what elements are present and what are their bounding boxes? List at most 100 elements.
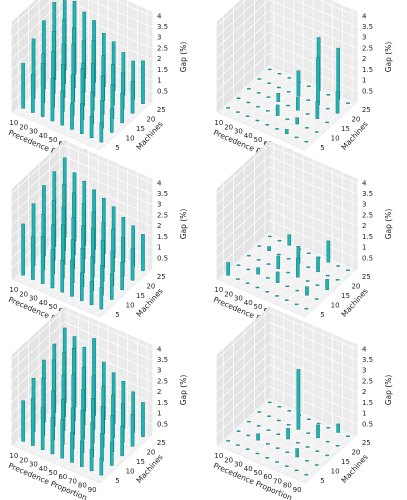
bar [267,415,271,417]
y-tick-label: 5 [115,311,119,319]
x-tick-label: 40 [39,132,48,140]
x-tick-label: 50 [254,136,263,144]
grid-line [63,321,153,361]
grid-line [250,78,304,128]
grid-line [63,310,153,350]
z-axis-label: Gap (%) [384,375,393,406]
bar [99,457,104,476]
y-tick-label: 10 [331,468,340,476]
panel: 1020304050607080905101520250.511.522.533… [212,306,393,500]
bar [50,77,55,122]
bar [325,279,329,291]
bar [277,253,281,256]
bar [316,57,320,106]
y-tick-label: 20 [351,448,360,456]
bar [316,424,320,439]
bar [307,252,311,255]
bar [40,406,45,450]
grid-line [318,0,358,17]
grid-line [250,411,304,461]
grid-line [216,343,270,392]
x-tick-label: 80 [78,482,87,490]
z-tick-label: 3.5 [362,356,373,364]
bar [256,425,261,427]
z-tick-label: 1.5 [157,399,168,407]
bar [294,469,299,472]
y-tick-label: 25 [362,273,371,281]
bar [246,434,251,437]
bar [40,236,45,284]
grid-line [268,42,358,81]
grid-line [299,432,353,482]
bar [257,245,262,247]
bar [70,259,74,297]
grid-line [216,198,270,248]
grid-line [280,424,333,473]
y-tick-label: 15 [341,125,350,133]
z-tick-label: 2 [362,388,366,396]
grid-line [293,0,358,28]
x-tick-label: 40 [244,465,253,473]
bar [267,235,272,238]
x-tick-label: 20 [224,290,233,298]
grid-line [290,428,343,477]
bar [287,410,292,412]
z-tick-label: 4 [157,12,162,20]
z-tick-label: 1 [157,410,161,418]
z-tick-label: 0.5 [157,87,168,95]
bar [335,91,340,114]
grid-line [216,187,270,237]
grid-line [268,219,358,259]
bar [99,287,104,310]
x-tick-label: 20 [224,456,233,464]
bar [236,97,241,99]
bar [255,452,260,455]
bar [236,430,241,432]
x-tick-label: 30 [29,295,38,303]
bar [296,70,301,97]
grid-line [63,219,153,259]
grid-line [231,403,284,452]
y-tick-label: 25 [157,106,166,114]
x-tick-label: 10 [214,119,223,127]
grid-line [241,241,294,290]
grid-line [11,0,53,38]
y-tick-label: 25 [157,439,166,447]
x-tick-label: 40 [244,299,253,307]
z-tick-label: 0.5 [157,254,168,262]
z-tick-label: 0.5 [362,420,373,428]
bar [307,85,311,88]
grid-line [11,321,65,371]
grid-line [216,375,270,424]
grid-line [63,353,153,393]
z-tick-label: 1 [362,77,366,85]
x-tick-label: 30 [234,461,243,469]
panel: 1020304050607080905101520250.511.522.533… [212,0,393,169]
bar [305,460,309,462]
grid-line [63,166,153,206]
bar [99,122,104,143]
bar [296,442,300,444]
bar [346,102,350,104]
bar [246,268,251,271]
bar [265,291,270,293]
bar [247,420,251,423]
bar [245,115,250,117]
bar [265,124,270,126]
z-tick-label: 3 [157,34,161,42]
bar [226,107,230,109]
y-tick-label: 15 [136,125,145,133]
bar [275,447,280,449]
grid-line [268,209,358,248]
bar [120,261,124,291]
grid-line [270,86,324,136]
bar [79,440,84,467]
x-tick-label: 70 [273,477,282,485]
x-tick-label: 50 [254,303,263,311]
bar [236,444,240,446]
grid-line [63,385,153,425]
bar [285,451,290,454]
y-tick-label: 20 [351,115,360,123]
grid-line [268,155,358,195]
x-tick-label: 60 [263,473,272,481]
